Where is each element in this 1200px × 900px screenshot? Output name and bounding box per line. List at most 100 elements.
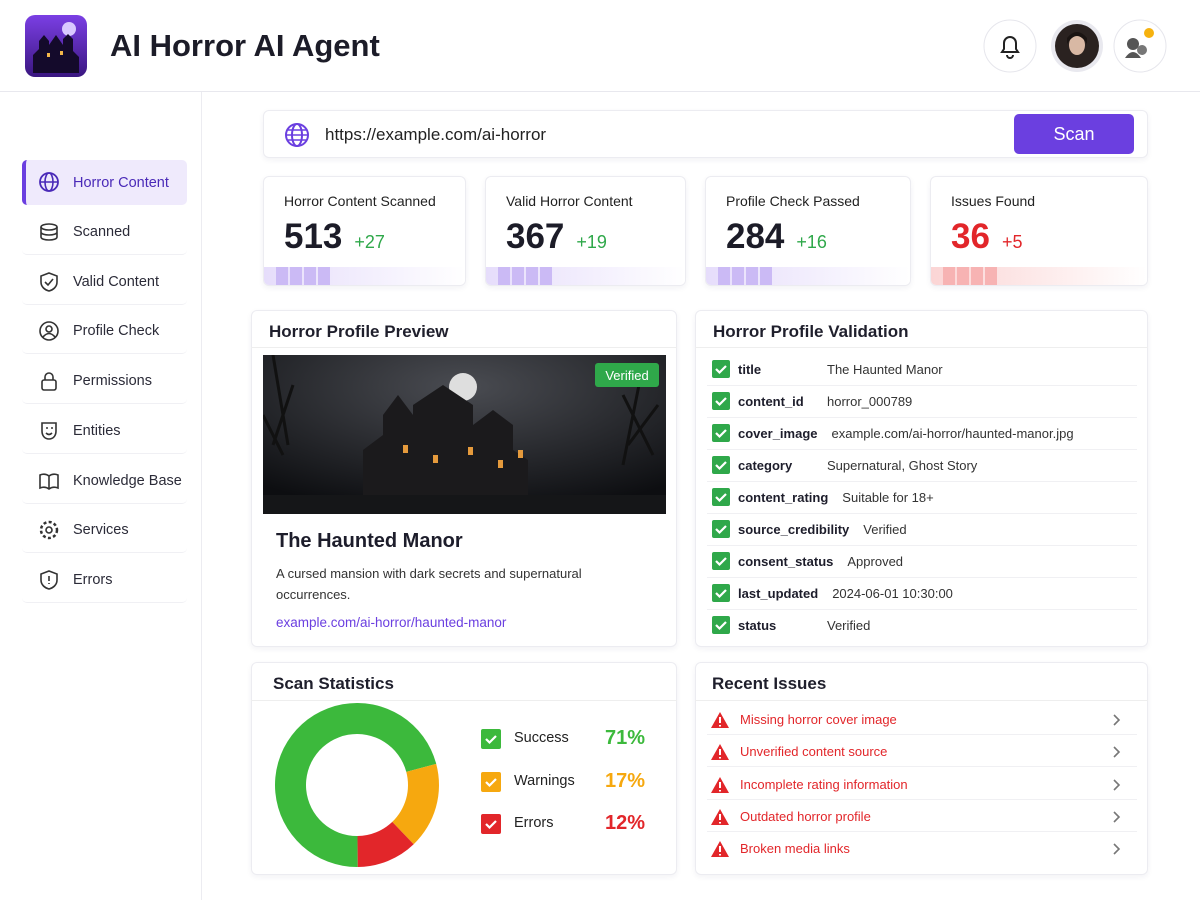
- nav-icon: [40, 222, 58, 241]
- notifications-button[interactable]: [983, 19, 1037, 73]
- header-actions: [983, 19, 1167, 73]
- legend-label: Success: [514, 730, 569, 746]
- field-key: content_id: [738, 393, 804, 409]
- nav-icon: [40, 570, 58, 590]
- nav-icon: [41, 372, 57, 391]
- issue-row[interactable]: [707, 770, 1137, 800]
- validation-row: title The Haunted Manor: [712, 359, 943, 379]
- nav-item[interactable]: Scanned: [22, 210, 187, 255]
- check-icon: [712, 584, 730, 602]
- row-divider: [707, 481, 1137, 482]
- check-icon: [712, 552, 730, 570]
- sparkline-block: [746, 267, 758, 285]
- nav-item[interactable]: Valid Content: [22, 260, 187, 305]
- profile-link[interactable]: example.com/ai-horror/haunted-manor: [276, 615, 507, 630]
- panel-title: Horror Profile Preview: [269, 322, 449, 341]
- field-value: horror_000789: [827, 393, 913, 409]
- warning-icon: [711, 744, 729, 761]
- panel-title: Horror Profile Validation: [713, 322, 909, 341]
- app-title: AI Horror AI Agent: [110, 28, 380, 63]
- stat-label: Profile Check Passed: [726, 193, 860, 209]
- nav-icon: [39, 172, 59, 192]
- chevron: [1113, 811, 1121, 823]
- check-mark: [715, 525, 727, 535]
- issue-text: Missing horror cover image: [740, 712, 897, 727]
- issue-row[interactable]: [707, 802, 1137, 832]
- validation-row: content_rating Suitable for 18+: [712, 487, 934, 507]
- check-box: [712, 552, 730, 570]
- check-mark: [715, 429, 727, 439]
- validation-row: category Supernatural, Ghost Story: [712, 455, 977, 475]
- check-icon: [712, 456, 730, 474]
- check-mark: [715, 397, 727, 407]
- sparkline-block: [304, 267, 316, 285]
- field-key: source_credibility: [738, 521, 850, 537]
- chevron-icon: [1113, 811, 1121, 823]
- check-icon: [712, 360, 730, 378]
- sparkline-block: [943, 267, 955, 285]
- row-divider: [707, 609, 1137, 610]
- stat-label: Horror Content Scanned: [284, 193, 436, 209]
- sparkline-block: [985, 267, 997, 285]
- warning-icon: [711, 808, 729, 825]
- check-box: [712, 616, 730, 634]
- sparkline: [264, 267, 465, 285]
- check-box: [712, 488, 730, 506]
- chevron-icon: [1113, 714, 1121, 726]
- issue-row[interactable]: [707, 705, 1137, 735]
- stat-value: 513: [284, 217, 343, 256]
- nav-item[interactable]: Permissions: [22, 359, 187, 404]
- stat-card: Horror Content Scanned 513 +27: [263, 176, 466, 286]
- legend-swatch: [481, 814, 501, 834]
- nav-icon: [39, 321, 59, 342]
- donut-segment: [392, 763, 439, 845]
- field-key: category: [738, 457, 793, 473]
- nav-item[interactable]: Profile Check: [22, 309, 187, 355]
- scan-button[interactable]: Scan: [1014, 114, 1134, 154]
- panel-title: Recent Issues: [712, 674, 827, 693]
- check-icon: [712, 616, 730, 634]
- field-key: cover_image: [738, 425, 818, 441]
- globe-icon: [285, 123, 309, 147]
- sparkline: [486, 267, 685, 285]
- shape: [40, 226, 58, 241]
- issue-text: Unverified content source: [740, 744, 888, 760]
- panel-title: Scan Statistics: [273, 674, 394, 693]
- issue-row[interactable]: [707, 737, 1137, 768]
- validation-panel: [695, 310, 1148, 647]
- sparkline-block: [498, 267, 510, 285]
- row-divider: [707, 449, 1137, 450]
- warning-icon: [711, 712, 729, 728]
- stat-delta: +16: [796, 232, 827, 252]
- donut-segment: [357, 821, 414, 867]
- check-icon: [712, 488, 730, 506]
- stat-card: Profile Check Passed 284 +16: [705, 176, 911, 286]
- divider: [251, 700, 677, 701]
- chevron: [1113, 779, 1121, 791]
- user-avatar[interactable]: [1051, 20, 1103, 72]
- shape: [39, 521, 59, 540]
- url-input[interactable]: https://example.com/ai-horror: [325, 125, 547, 144]
- donut-segment: [275, 703, 437, 867]
- nav-item[interactable]: Entities: [22, 409, 187, 454]
- legend-box: [481, 729, 501, 749]
- chevron: [1113, 746, 1121, 758]
- nav-item[interactable]: Knowledge Base: [22, 459, 187, 504]
- issue-text: Incomplete rating information: [740, 776, 908, 792]
- assistant-button[interactable]: [1113, 19, 1167, 73]
- validation-row: cover_image example.com/ai-horror/haunted…: [712, 423, 1074, 443]
- field-value: Supernatural, Ghost Story: [827, 457, 978, 473]
- field-key: title: [738, 361, 762, 377]
- nav-item[interactable]: Errors: [22, 558, 187, 603]
- sidebar: [0, 92, 202, 900]
- nav-item[interactable]: Services: [22, 508, 187, 554]
- sparkline-block: [718, 267, 730, 285]
- sparkline: [931, 267, 1147, 285]
- stat-value: 367: [506, 217, 565, 256]
- stat-label: Valid Horror Content: [506, 193, 633, 209]
- warning-icon: [711, 776, 729, 793]
- stat-row: 284 +16: [726, 217, 827, 257]
- legend-check: [485, 735, 497, 745]
- validation-row: status Verified: [712, 615, 870, 635]
